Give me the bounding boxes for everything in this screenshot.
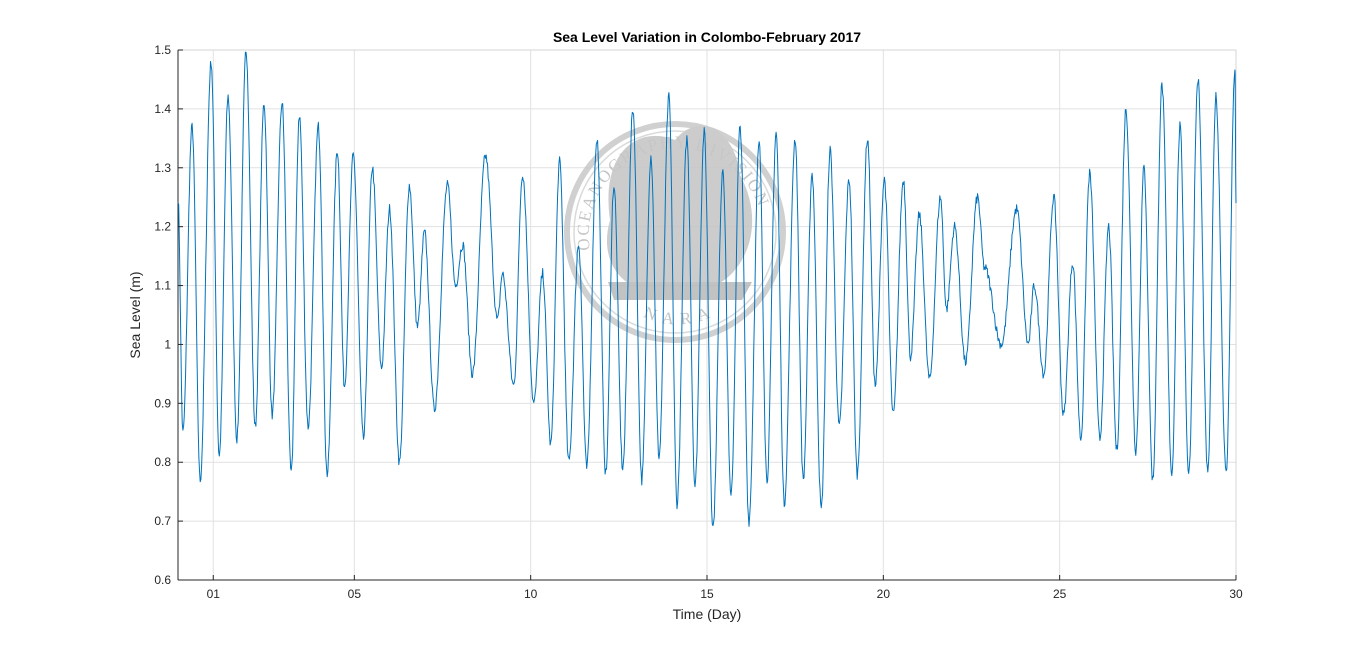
- y-tick-label: 0.8: [154, 455, 171, 469]
- x-tick-label: 01: [207, 587, 221, 601]
- nara-seal-watermark: OCEANOGRAPHY DIVISION N A R A: [564, 121, 786, 343]
- seal-inner-ring: [573, 130, 777, 334]
- y-axis-label: Sea Level (m): [127, 271, 143, 358]
- x-axis-label: Time (Day): [673, 606, 742, 622]
- y-tick-label: 0.9: [154, 396, 171, 410]
- y-tick-label: 1: [164, 337, 171, 351]
- sea-level-line: [177, 51, 1237, 527]
- x-tick-label: 30: [1229, 587, 1243, 601]
- x-tick-label: 05: [348, 587, 362, 601]
- y-tick-label: 1.2: [154, 220, 171, 234]
- seal-bottom-text: N A R A: [641, 303, 714, 329]
- x-tick-label: 20: [877, 587, 891, 601]
- chart-title: Sea Level Variation in Colombo-February …: [553, 29, 861, 45]
- y-tick-label: 0.6: [154, 573, 171, 587]
- seal-globe-icon: [606, 125, 753, 292]
- y-tick-label: 1.4: [154, 102, 171, 116]
- y-tick-label: 1.3: [154, 161, 171, 175]
- seal-ship-icon: [608, 282, 752, 300]
- y-tick-label: 0.7: [154, 514, 171, 528]
- seal-outer-ring: [564, 121, 786, 343]
- y-tick-label: 1.5: [154, 43, 171, 57]
- x-tick-label: 15: [700, 587, 714, 601]
- x-tick-label: 25: [1053, 587, 1067, 601]
- y-tick-label: 1.1: [154, 279, 171, 293]
- x-tick-label: 10: [524, 587, 538, 601]
- tick-marks: 0.6 0.7 0.8 0.9 1 1.1 1.2 1.3 1.4 1.5 01 05 10 15 20 25…: [154, 43, 1243, 601]
